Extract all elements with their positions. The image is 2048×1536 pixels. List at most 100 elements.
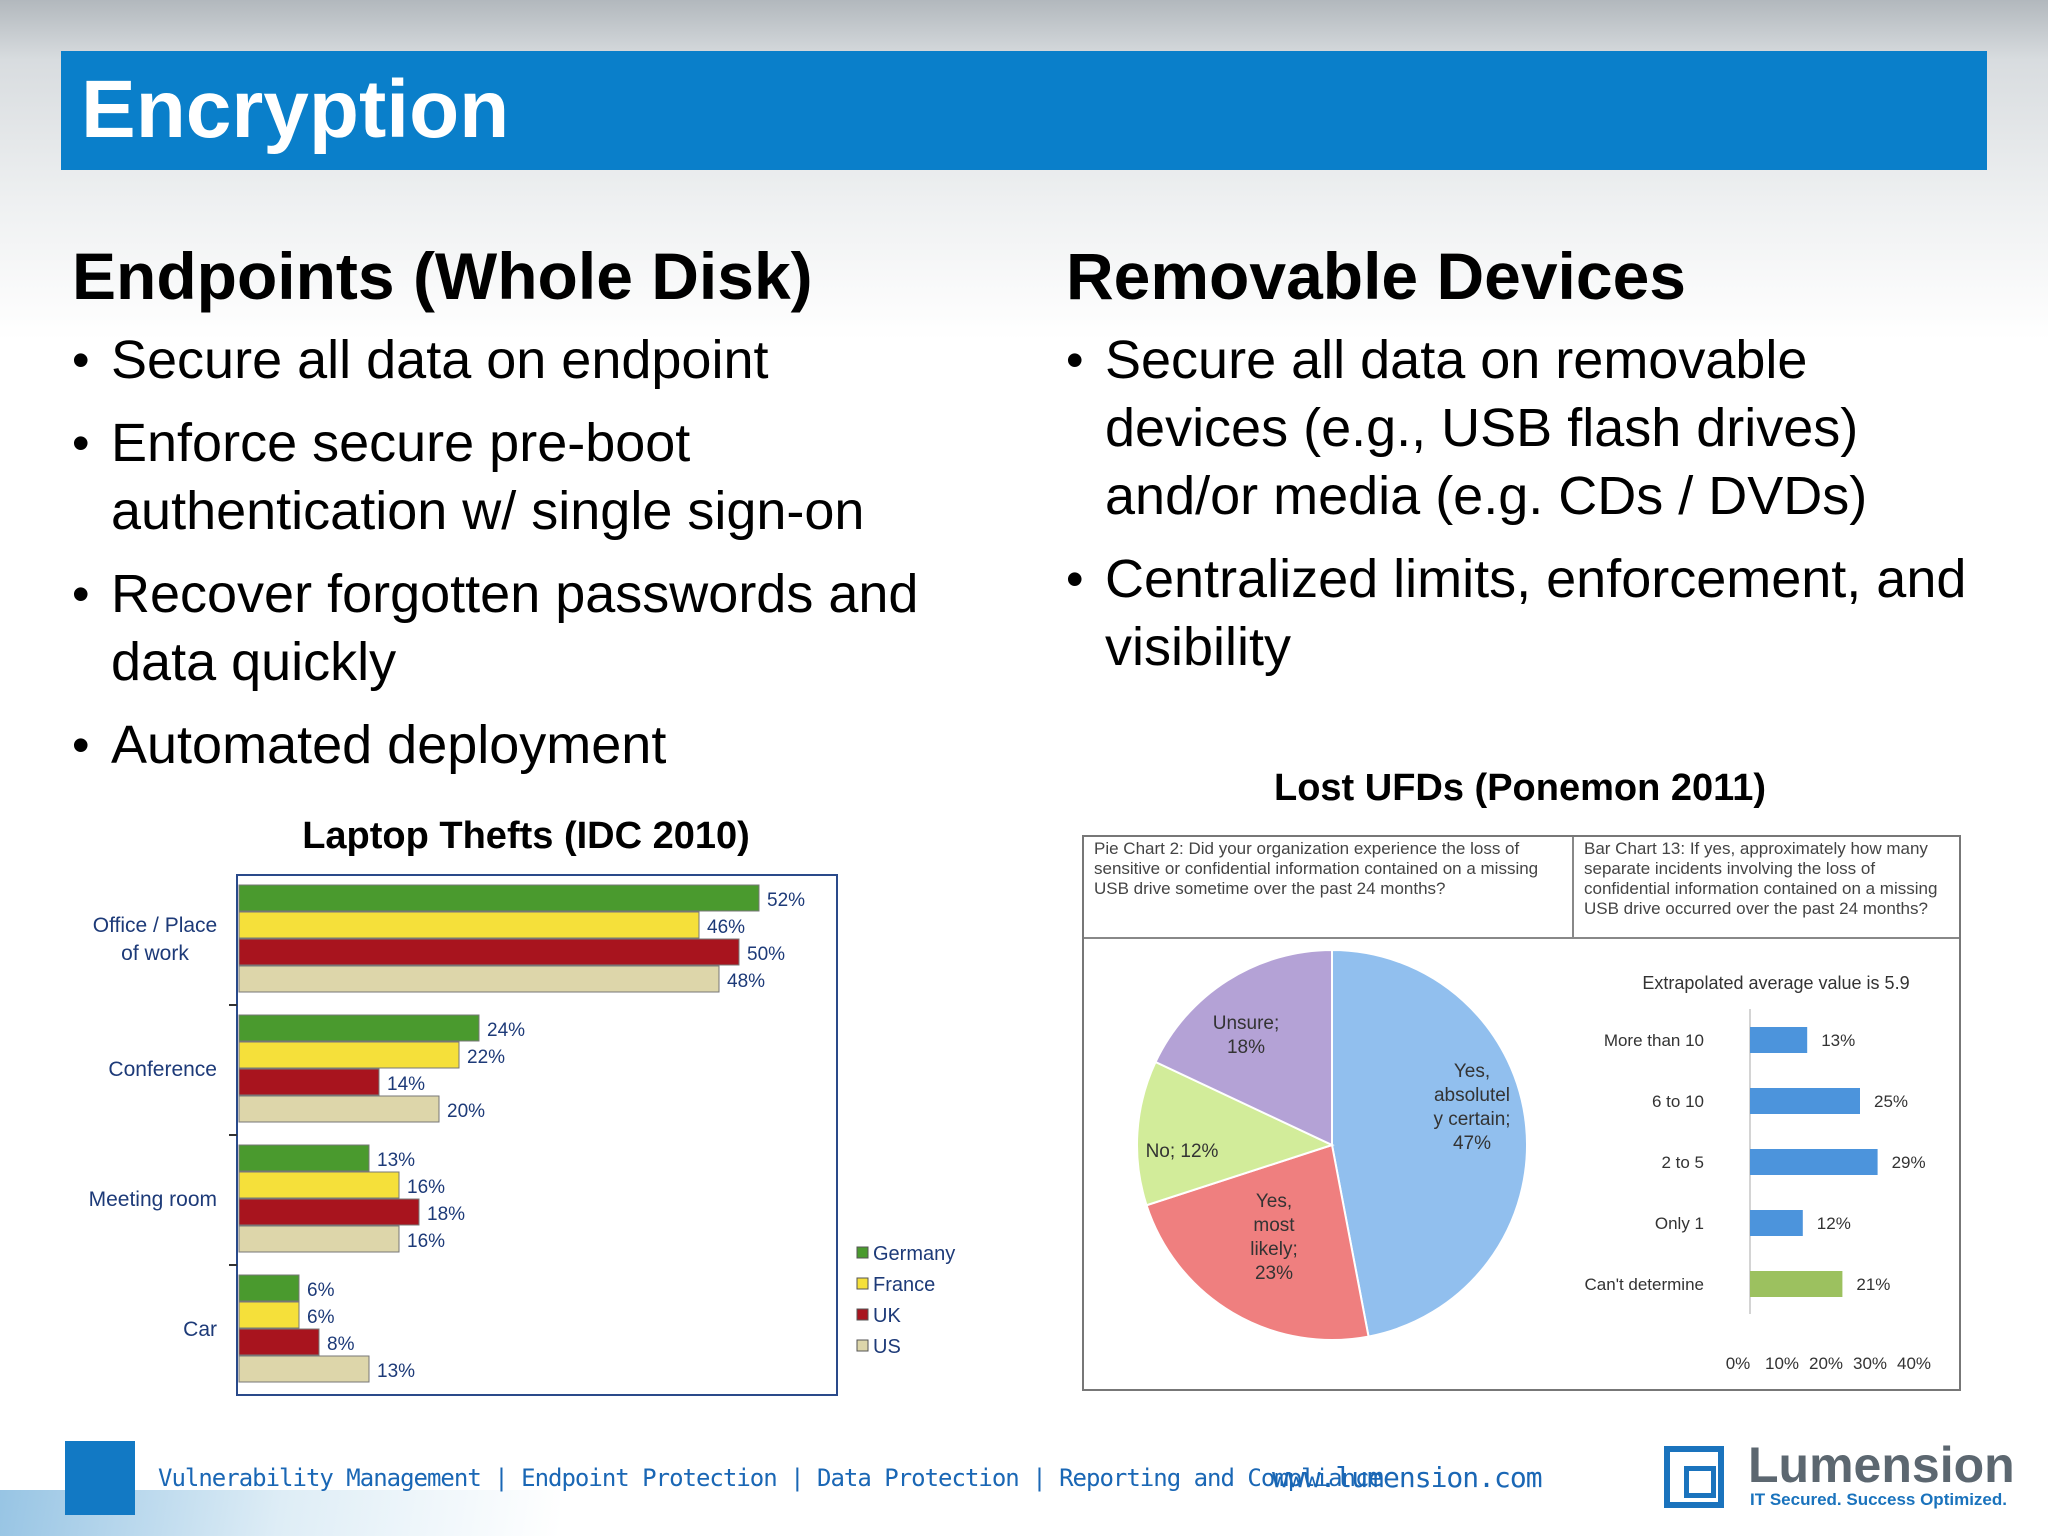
laptop-legend-label: US <box>873 1336 901 1358</box>
laptop-chart-title: Laptop Thefts (IDC 2010) <box>302 815 750 857</box>
laptop-bar-value-label: 13% <box>377 1361 415 1382</box>
laptop-bar <box>238 911 700 939</box>
pie-slice <box>1331 948 1528 1338</box>
pie-slice-label-line: No; 12% <box>1146 1141 1219 1162</box>
laptop-category-label: Meeting room <box>89 1188 217 1211</box>
incident-bar-value: 29% <box>1892 1153 1926 1172</box>
laptop-bar <box>238 1014 480 1042</box>
right-column: Removable Devices Secure all data on rem… <box>1066 239 2026 696</box>
laptop-category-label-line: of work <box>121 942 189 965</box>
bar-category-label: 2 to 5 <box>1661 1153 1704 1172</box>
incident-bar <box>1750 1027 1808 1053</box>
pie-slice-label-line: Unsure; <box>1213 1013 1280 1034</box>
pie-slice-label: Unsure; 18% <box>1213 1013 1280 1058</box>
laptop-category-label-line: Conference <box>108 1058 217 1081</box>
left-bullet: Enforce secure pre-boot authentication w… <box>72 409 971 545</box>
pie-slice-label-line: 23% <box>1255 1263 1293 1284</box>
laptop-bar-value-label: 6% <box>307 1280 335 1301</box>
laptop-bar <box>238 1301 300 1329</box>
bar-tick-label: 20% <box>1809 1354 1843 1373</box>
left-column: Endpoints (Whole Disk) Secure all data o… <box>72 239 1032 794</box>
pie-slice-label-line: Yes, <box>1454 1061 1490 1082</box>
bar-tick-label: 40% <box>1897 1354 1931 1373</box>
incident-bar <box>1750 1210 1803 1236</box>
bar-category-label: Can't determine <box>1585 1275 1704 1294</box>
laptop-category-label-line: Car <box>183 1318 217 1341</box>
laptop-bar <box>238 1198 420 1226</box>
pie-slice-label-line: absolutel <box>1434 1085 1510 1106</box>
laptop-bar-value-label: 13% <box>377 1150 415 1171</box>
laptop-bar-value-label: 18% <box>427 1204 465 1225</box>
laptop-bar <box>238 884 760 912</box>
slide-title: Encryption <box>81 64 510 155</box>
bar-category-label: 6 to 10 <box>1652 1092 1704 1111</box>
bar-annotation: Extrapolated average value is 5.9 <box>1642 973 1909 993</box>
laptop-bar-value-label: 48% <box>727 971 765 992</box>
laptop-bar <box>238 938 740 966</box>
pie-question: Pie Chart 2: Did your organization exper… <box>1094 839 1539 898</box>
pie-slice-label-line: most <box>1253 1215 1295 1236</box>
bar-question: Bar Chart 13: If yes, approximately how … <box>1584 839 1938 918</box>
left-bullet: Secure all data on endpoint <box>72 326 1032 394</box>
incident-bar <box>1750 1271 1843 1297</box>
laptop-bar <box>238 1095 440 1123</box>
pie-slice-label-line: y certain; <box>1433 1109 1510 1130</box>
header-divider <box>1084 937 1959 939</box>
laptop-bar-value-label: 46% <box>707 917 745 938</box>
laptop-bar <box>238 1355 370 1383</box>
left-bullet: Automated deployment <box>72 711 1032 779</box>
pie-slice-label: Yes, most likely; 23% <box>1250 1191 1298 1284</box>
right-bullet-list: Secure all data on removable devices (e.… <box>1066 326 2026 681</box>
title-bar: Encryption <box>61 51 1987 170</box>
logo-name: Lumension <box>1748 1437 2015 1493</box>
bar-tick-label: 30% <box>1853 1354 1887 1373</box>
laptop-category-label: Conference <box>108 1058 217 1081</box>
right-bullet: Centralized limits, enforcement, and vis… <box>1066 545 1985 681</box>
laptop-legend-swatch <box>856 1246 869 1259</box>
ufd-chart-title: Lost UFDs (Ponemon 2011) <box>1274 767 1766 809</box>
pie-slice-label-line: Yes, <box>1256 1191 1292 1212</box>
incident-bar <box>1750 1088 1860 1114</box>
pie-slice <box>1136 1060 1335 1207</box>
left-heading: Endpoints (Whole Disk) <box>72 239 813 313</box>
incident-bar-value: 25% <box>1874 1092 1908 1111</box>
laptop-bar-value-label: 8% <box>327 1334 355 1355</box>
incident-pie-chart: Yes, absolutel y certain; 47% Yes, most likely… <box>1136 948 1528 1341</box>
right-heading: Removable Devices <box>1066 239 1687 313</box>
laptop-bar <box>238 965 720 993</box>
laptop-category-label: Car <box>183 1318 217 1341</box>
laptop-legend-swatch <box>856 1277 869 1290</box>
laptop-bar <box>238 1225 400 1253</box>
bar-category-label: More than 10 <box>1604 1031 1704 1050</box>
laptop-bar <box>238 1274 300 1302</box>
footer-square <box>65 1441 135 1515</box>
laptop-category-label: Office / Place of work <box>93 914 218 965</box>
left-bullet-list: Secure all data on endpoint Enforce secu… <box>72 326 1032 779</box>
laptop-bar-value-label: 22% <box>467 1047 505 1068</box>
pie-slice <box>1145 1143 1370 1341</box>
incident-bar <box>1750 1149 1878 1175</box>
bar-category-label: Only 1 <box>1655 1214 1704 1233</box>
laptop-bar <box>238 1144 370 1172</box>
pie-slice-label-line: 47% <box>1453 1133 1491 1154</box>
laptop-bar <box>238 1171 400 1199</box>
laptop-category-label-line: Meeting room <box>89 1188 217 1211</box>
bar-tick-label: 0% <box>1726 1354 1751 1373</box>
laptop-bar-value-label: 24% <box>487 1020 525 1041</box>
laptop-thefts-chart: Office / Place of work 52% 46%50% 48% Confere… <box>89 874 955 1396</box>
laptop-bar <box>238 1041 460 1069</box>
laptop-category-label-line: Office / Place <box>93 914 218 937</box>
question-divider <box>1572 837 1574 937</box>
footer-tagline: Vulnerability Management | Endpoint Prot… <box>158 1464 1383 1492</box>
laptop-bar <box>238 1068 380 1096</box>
laptop-bar <box>238 1328 320 1356</box>
incident-bar-value: 13% <box>1821 1031 1855 1050</box>
pie-slice-label-line: likely; <box>1250 1239 1298 1260</box>
bar-tick-label: 10% <box>1765 1354 1799 1373</box>
laptop-legend-label: Germany <box>873 1243 955 1265</box>
footer-url[interactable]: www.lumension.com <box>1272 1461 1543 1494</box>
incident-bar-value: 12% <box>1817 1214 1851 1233</box>
pie-slice <box>1154 948 1333 1147</box>
right-bullet: Secure all data on removable devices (e.… <box>1066 326 1985 530</box>
laptop-bar-value-label: 6% <box>307 1307 335 1328</box>
